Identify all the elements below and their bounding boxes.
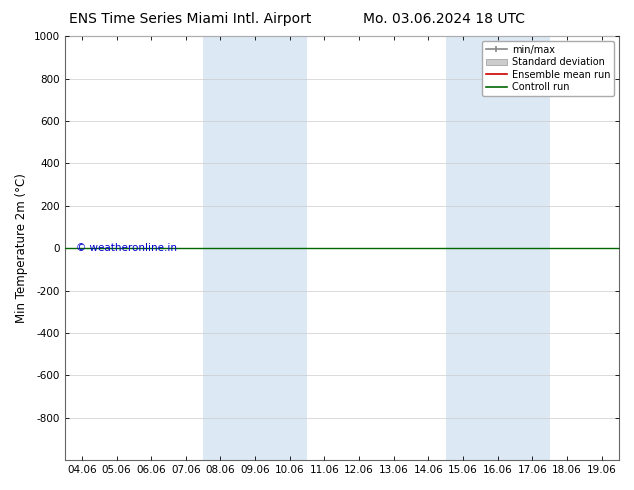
Legend: min/max, Standard deviation, Ensemble mean run, Controll run: min/max, Standard deviation, Ensemble me… (482, 41, 614, 96)
Bar (203, 36, 307, 460)
Text: Mo. 03.06.2024 18 UTC: Mo. 03.06.2024 18 UTC (363, 12, 525, 26)
Text: © weatheronline.in: © weatheronline.in (75, 243, 177, 253)
Y-axis label: Min Temperature 2m (°C): Min Temperature 2m (°C) (15, 173, 28, 323)
Bar (446, 36, 550, 460)
Text: ENS Time Series Miami Intl. Airport: ENS Time Series Miami Intl. Airport (69, 12, 311, 26)
